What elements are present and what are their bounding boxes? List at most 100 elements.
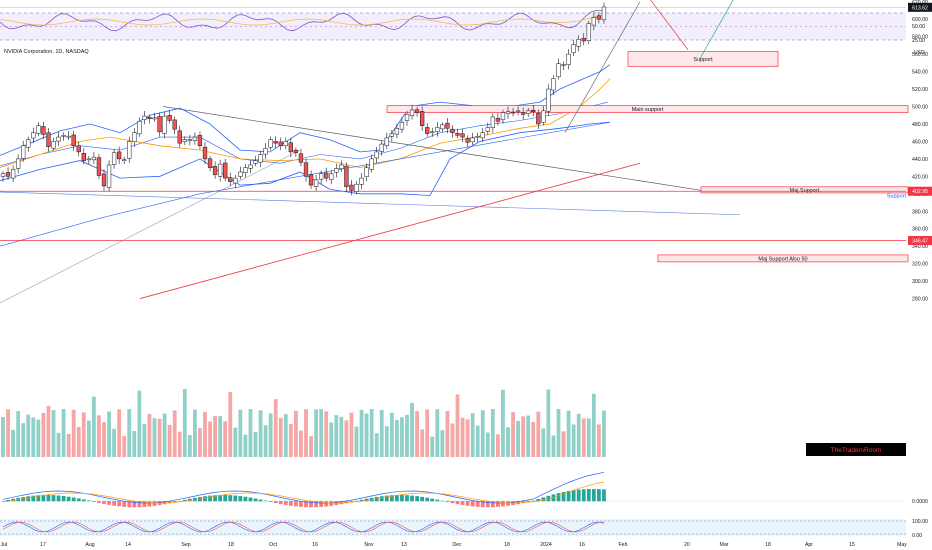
- volume-bar: [283, 414, 288, 457]
- candle-body: [207, 158, 213, 168]
- macd-histogram-bar: [425, 497, 430, 502]
- price-tick-label: 440.00: [912, 157, 928, 163]
- volume-bar: [460, 417, 465, 457]
- macd-histogram-bar: [561, 491, 566, 502]
- volume-bar: [561, 431, 566, 457]
- volume-bar: [485, 432, 490, 457]
- price-tick-label: 460.00: [912, 139, 928, 145]
- price-tick-label: 600.00: [912, 17, 928, 23]
- trendline-grey-rising: [0, 149, 301, 304]
- watermark-text: TheTradersRoom: [831, 447, 882, 454]
- support-zone-mid-label: Support: [693, 57, 713, 63]
- macd-histogram-bar: [147, 501, 152, 507]
- candle-body: [485, 127, 490, 132]
- candle-body: [81, 153, 86, 161]
- volume-bar: [400, 417, 404, 457]
- time-axis-label: 16: [579, 542, 585, 548]
- volume-bar: [248, 409, 253, 457]
- candle-body: [475, 135, 480, 138]
- macd-histogram-bar: [299, 501, 303, 507]
- price-tick-label: 520.00: [912, 87, 928, 93]
- macd-histogram-bar: [420, 496, 425, 502]
- macd-histogram-bar: [208, 495, 212, 502]
- macd-histogram-bar: [490, 501, 495, 508]
- macd-histogram-bar: [203, 496, 207, 502]
- stoch-d-line: [2, 521, 604, 533]
- candle-body: [374, 151, 379, 159]
- volume-bar: [273, 399, 278, 457]
- macd-line: [2, 472, 604, 504]
- macd-histogram-bar: [440, 500, 445, 502]
- candle-body: [263, 148, 268, 155]
- volume-bar: [228, 392, 233, 457]
- macd-histogram-bar: [304, 501, 308, 508]
- candle-body: [111, 152, 117, 165]
- candle-body: [31, 132, 36, 139]
- candle-body: [16, 158, 21, 169]
- volume-bar: [470, 413, 475, 457]
- volume-bar: [591, 393, 596, 457]
- macd-histogram-bar: [496, 501, 500, 507]
- time-axis-label: Mar: [720, 542, 729, 548]
- volume-bar: [86, 420, 91, 457]
- macd-histogram-bar: [400, 495, 404, 502]
- volume-bar: [263, 425, 268, 457]
- volume-bar: [26, 414, 31, 457]
- candle-body: [480, 132, 485, 139]
- time-axis-label: 16: [312, 542, 318, 548]
- time-axis-label: Apr: [805, 542, 813, 548]
- macd-histogram-bar: [475, 501, 480, 507]
- macd-histogram-bar: [470, 501, 475, 507]
- macd-histogram-bar: [97, 501, 101, 503]
- volume-bar: [324, 411, 329, 457]
- volume-bar: [405, 414, 409, 457]
- macd-histogram-bar: [344, 501, 349, 504]
- support-zone-mid: [627, 51, 779, 67]
- volume-bar: [384, 426, 389, 457]
- candle-body: [510, 111, 516, 114]
- macd-histogram-bar: [117, 501, 122, 507]
- macd-histogram-bar: [167, 501, 172, 504]
- candle-body: [500, 112, 506, 120]
- price-tick-label: 300.00: [912, 279, 928, 285]
- macd-histogram-bar: [531, 500, 536, 502]
- volume-bar: [294, 410, 298, 457]
- last-price-badge: [908, 2, 932, 12]
- macd-histogram-bar: [122, 501, 127, 507]
- volume-bar: [278, 417, 283, 457]
- volume-bar: [31, 417, 36, 457]
- candle-body: [243, 167, 248, 173]
- time-axis-label: Dec: [452, 542, 462, 548]
- macd-histogram-bar: [445, 501, 450, 503]
- volume-bar: [288, 423, 293, 457]
- macd-histogram-bar: [142, 501, 147, 507]
- candle-body: [253, 160, 258, 164]
- volume-bar: [445, 410, 450, 457]
- candle-body: [596, 15, 602, 20]
- candle-body: [420, 111, 425, 126]
- volume-bar: [531, 421, 536, 457]
- candle-body: [157, 116, 162, 133]
- candle-body: [354, 183, 359, 192]
- candle-body: [56, 136, 61, 142]
- volume-bar: [56, 432, 61, 457]
- price-tick-label: 420.00: [912, 174, 928, 180]
- price-tick-label: 360.00: [912, 227, 928, 233]
- volume-bar: [430, 436, 435, 457]
- volume-bar: [238, 409, 243, 457]
- bollinger-basis: [0, 101, 609, 167]
- candle-body: [470, 137, 475, 143]
- candle-body: [364, 167, 369, 177]
- macd-histogram-bar: [430, 498, 435, 502]
- candle-body: [298, 153, 304, 163]
- volume-bar: [435, 409, 440, 457]
- candle-body: [91, 156, 97, 161]
- volume-bar: [420, 429, 425, 457]
- volume-bar: [117, 409, 122, 457]
- macd-histogram-bar: [182, 499, 187, 502]
- volume-bar: [379, 409, 384, 457]
- macd-histogram-bar: [566, 491, 571, 502]
- volume-bar: [440, 430, 445, 457]
- macd-histogram-bar: [536, 499, 541, 502]
